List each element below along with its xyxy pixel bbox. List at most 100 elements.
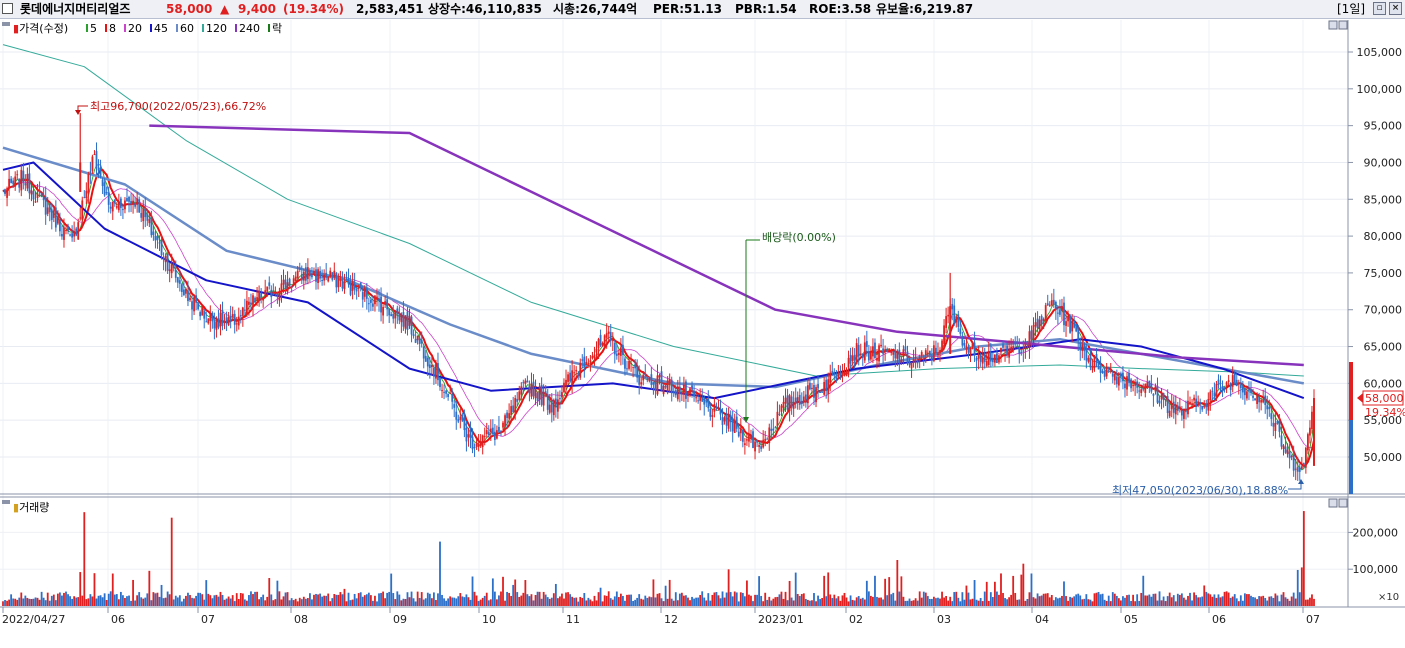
volume-bar	[270, 594, 273, 606]
volume-bar	[268, 578, 271, 606]
candle-body	[213, 321, 216, 329]
candle-body	[1219, 382, 1222, 384]
volume-bar	[1087, 599, 1090, 606]
restore-icon[interactable]: ▫	[1373, 2, 1386, 15]
candle-body	[955, 316, 958, 323]
volume-bar	[577, 601, 580, 606]
candle-body	[804, 394, 807, 401]
volume-bar	[455, 598, 458, 606]
candle-body	[392, 313, 395, 319]
candle-body	[398, 313, 401, 321]
date-axis: 2022/04/27 06 07 08 09 10 11 12 2023/01 02 03 04 05 0…	[2, 607, 1320, 626]
volume-bar	[981, 601, 984, 606]
legend-item: 락	[272, 22, 282, 35]
price-tick-label: 50,000	[1364, 451, 1403, 464]
candle-body	[863, 342, 866, 361]
volume-bar	[1162, 596, 1165, 606]
candle-body	[1264, 395, 1267, 405]
candle-body	[12, 180, 15, 185]
candle-body	[93, 154, 96, 156]
volume-bar	[498, 595, 500, 606]
date-tick-label: 07	[201, 613, 215, 626]
volume-bar	[739, 592, 742, 606]
candle-body	[10, 178, 13, 183]
candle-body	[1083, 343, 1086, 352]
volume-bar	[451, 597, 454, 606]
per-value: PER:51.13	[653, 2, 722, 16]
volume-bar	[500, 591, 502, 606]
volume-bar	[991, 597, 994, 606]
volume-bar	[1282, 592, 1285, 606]
price-volume-chart[interactable]: 105,000 100,000 95,000 90,000 85,000 80,000 75…	[0, 19, 1405, 648]
volume-pane-handle-icon[interactable]	[2, 500, 10, 504]
volume-pane-minimize-icon[interactable]	[1328, 498, 1338, 508]
candle-body	[689, 388, 691, 395]
volume-bar	[337, 594, 340, 606]
volume-bar	[937, 597, 939, 606]
pane-handle-icon[interactable]	[2, 22, 10, 26]
candle-body	[170, 264, 173, 274]
candle-body	[87, 174, 90, 194]
volume-bar	[1260, 596, 1263, 606]
pane-minimize-icon[interactable]	[1328, 20, 1338, 30]
volume-bar	[355, 598, 358, 606]
volume-bar	[1296, 569, 1299, 606]
candle-body	[859, 353, 862, 355]
candle-body	[678, 386, 681, 394]
volume-bar	[77, 597, 80, 606]
volume-bar	[638, 594, 641, 606]
candle-body	[272, 293, 275, 295]
volume-bar	[457, 596, 460, 606]
select-checkbox[interactable]	[2, 3, 13, 14]
volume-bar	[449, 596, 452, 606]
candle-body	[24, 183, 27, 186]
volume-bar	[412, 598, 415, 606]
date-tick-label: 11	[566, 613, 580, 626]
candle-body	[1026, 343, 1029, 345]
candle-body	[38, 191, 41, 193]
volume-bar	[144, 597, 147, 606]
candle-body	[1239, 384, 1242, 389]
candle-body	[1079, 342, 1082, 351]
volume-pane-close-icon[interactable]	[1338, 498, 1348, 508]
candle-body	[319, 270, 321, 279]
volume-bar	[441, 594, 443, 606]
candle-body	[122, 209, 124, 211]
candle-body	[979, 355, 982, 362]
volume-bar	[207, 593, 210, 606]
candle-body	[1117, 377, 1120, 386]
volume-bar	[12, 598, 15, 606]
volume-bar	[587, 597, 590, 606]
candle-body	[768, 427, 771, 444]
candle-body	[579, 362, 582, 378]
candle-body	[912, 359, 915, 363]
volume-bar	[512, 584, 515, 606]
candle-body	[916, 361, 919, 364]
close-icon[interactable]: ×	[1389, 2, 1402, 15]
candle-body	[276, 293, 279, 297]
candlesticks	[4, 113, 1315, 481]
pane-close-icon[interactable]	[1338, 20, 1348, 30]
candle-body	[126, 198, 128, 202]
volume-bar	[485, 592, 488, 606]
candle-body	[1016, 341, 1019, 343]
candle-body	[1022, 350, 1025, 352]
candle-body	[28, 173, 31, 194]
candle-body	[548, 404, 551, 413]
candle-body	[1292, 454, 1295, 471]
legend-item: 5	[90, 22, 97, 35]
candle-body	[103, 182, 106, 196]
candle-body	[973, 342, 976, 356]
candle-body	[365, 288, 368, 299]
volume-bar	[1276, 595, 1279, 606]
candle-body	[599, 334, 602, 346]
ma-legend: 5 8 20 45 60 120 240 락	[86, 22, 282, 35]
candle-body	[475, 443, 478, 447]
volume-bar	[1252, 597, 1254, 606]
candle-body	[914, 357, 917, 359]
period-selector[interactable]: [1일]	[1337, 2, 1366, 16]
candle-body	[290, 286, 293, 288]
date-tick-label: 12	[664, 613, 678, 626]
volume-bar	[1095, 592, 1098, 606]
volume-bar	[369, 595, 372, 606]
